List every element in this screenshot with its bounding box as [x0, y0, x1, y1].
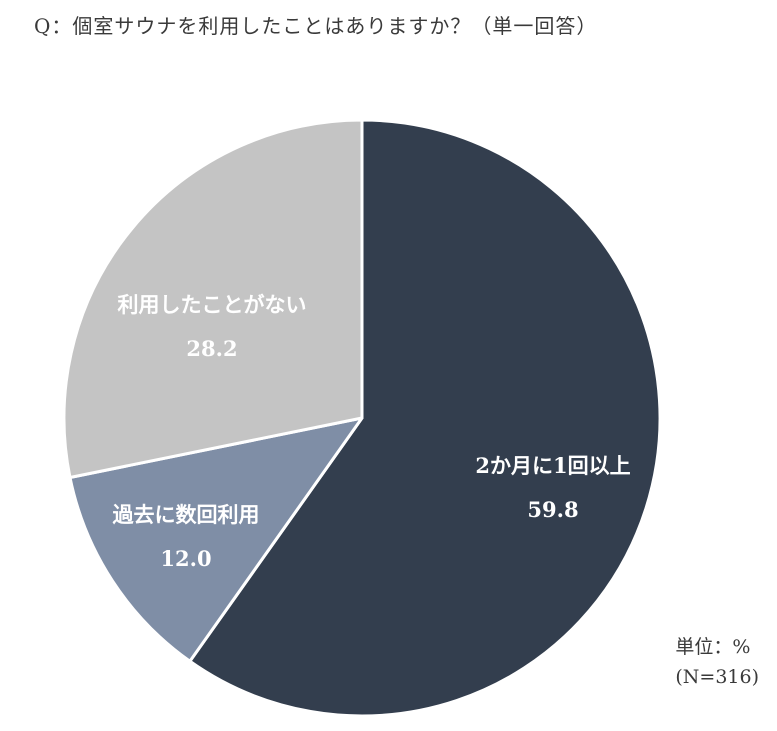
slice-category-label: 利用したことがない [118, 292, 307, 317]
slice-value-label: 59.8 [527, 497, 578, 522]
slice-2months-or-more [188, 118, 662, 718]
slice-value-label: 12.0 [160, 546, 211, 571]
slice-never-used [62, 118, 364, 480]
sample-size-label: (N=316) [675, 666, 759, 688]
pie-slices [62, 118, 662, 718]
unit-label: 単位：% [675, 636, 751, 658]
chart-title: Q：個室サウナを利用したことはありますか？（単一回答） [34, 14, 598, 38]
slice-category-label: 2か月に1回以上 [475, 453, 630, 478]
slice-value-label: 28.2 [186, 336, 237, 361]
pie-labels: 2か月に1回以上 59.8 過去に数回利用 12.0 利用したことがない 28.2 [113, 292, 631, 571]
chart-note: 単位：% (N=316) [675, 632, 759, 692]
slice-category-label: 過去に数回利用 [113, 502, 260, 527]
slice-past-few-times [68, 416, 364, 663]
